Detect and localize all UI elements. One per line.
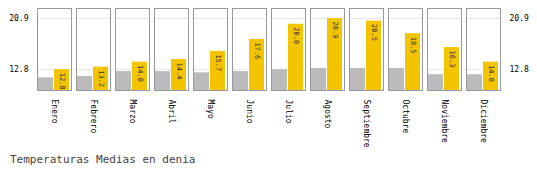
svg-text:12.8: 12.8 [9, 65, 28, 74]
svg-text:Abril: Abril [167, 100, 176, 124]
svg-text:Junio: Junio [245, 100, 254, 124]
svg-text:Noviembre: Noviembre [440, 100, 449, 144]
html-text:Temperaturas Medias en denia: Temperaturas Medias en denia [10, 153, 196, 166]
svg-text:17.6: 17.6 [253, 42, 261, 59]
svg-text:Julio: Julio [284, 100, 293, 124]
svg-text:Septiembre: Septiembre [362, 100, 371, 148]
svg-text:16.3: 16.3 [448, 51, 456, 68]
svg-text:15.7: 15.7 [214, 54, 222, 71]
svg-text:14.0: 14.0 [487, 65, 495, 82]
svg-text:20.9: 20.9 [9, 14, 28, 23]
svg-text:20.0: 20.0 [292, 27, 300, 44]
svg-text:18.5: 18.5 [409, 37, 417, 54]
svg-text:Octubre: Octubre [401, 100, 410, 134]
svg-text:20.9: 20.9 [510, 14, 529, 23]
svg-text:12.8: 12.8 [58, 73, 66, 90]
svg-text:Diciembre: Diciembre [479, 100, 488, 144]
svg-text:Enero: Enero [50, 100, 59, 124]
svg-text:Febrero: Febrero [89, 100, 98, 134]
svg-text:20.5: 20.5 [370, 24, 378, 41]
svg-text:Marzo: Marzo [128, 100, 137, 124]
svg-text:14.4: 14.4 [175, 63, 183, 80]
svg-text:13.2: 13.2 [97, 70, 105, 87]
svg-text:Agosto: Agosto [323, 100, 332, 129]
svg-text:Mayo: Mayo [206, 100, 215, 119]
svg-text:12.8: 12.8 [510, 65, 529, 74]
svg-text:20.9: 20.9 [331, 22, 339, 39]
svg-text:14.0: 14.0 [136, 65, 144, 82]
